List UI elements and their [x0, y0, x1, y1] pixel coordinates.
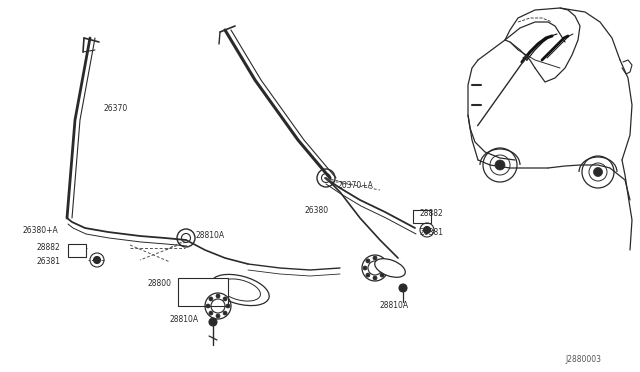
Bar	[68, 244, 86, 257]
Circle shape	[399, 284, 407, 292]
Ellipse shape	[374, 259, 405, 277]
Ellipse shape	[211, 275, 269, 305]
Text: 28800: 28800	[148, 279, 172, 288]
Circle shape	[209, 297, 213, 301]
Circle shape	[216, 294, 220, 298]
Ellipse shape	[220, 279, 260, 301]
Text: 26380+A: 26380+A	[22, 225, 58, 234]
Circle shape	[593, 167, 602, 176]
Bar	[413, 210, 431, 223]
Circle shape	[424, 227, 431, 234]
Text: 28882: 28882	[420, 208, 444, 218]
Text: 28882: 28882	[36, 243, 60, 251]
Circle shape	[366, 259, 370, 263]
Text: 28810A: 28810A	[380, 301, 409, 311]
Circle shape	[223, 311, 227, 315]
Text: 26370+A: 26370+A	[338, 180, 374, 189]
Circle shape	[495, 160, 505, 170]
Text: 26370: 26370	[103, 103, 127, 112]
Circle shape	[383, 266, 387, 270]
Circle shape	[209, 318, 217, 326]
Text: 26381: 26381	[420, 228, 444, 237]
Circle shape	[373, 276, 377, 280]
Text: J2880003: J2880003	[565, 356, 601, 365]
Circle shape	[373, 256, 377, 260]
Text: 28810A: 28810A	[195, 231, 224, 240]
Circle shape	[226, 304, 230, 308]
Circle shape	[93, 257, 100, 263]
Bar	[178, 278, 228, 306]
Circle shape	[380, 259, 384, 263]
Circle shape	[216, 314, 220, 318]
Circle shape	[209, 311, 213, 315]
Text: 26380: 26380	[305, 205, 329, 215]
Circle shape	[363, 266, 367, 270]
Text: 26381: 26381	[36, 257, 60, 266]
Circle shape	[380, 273, 384, 277]
Circle shape	[206, 304, 210, 308]
Circle shape	[366, 273, 370, 277]
Text: 28810A: 28810A	[170, 315, 199, 324]
Circle shape	[223, 297, 227, 301]
